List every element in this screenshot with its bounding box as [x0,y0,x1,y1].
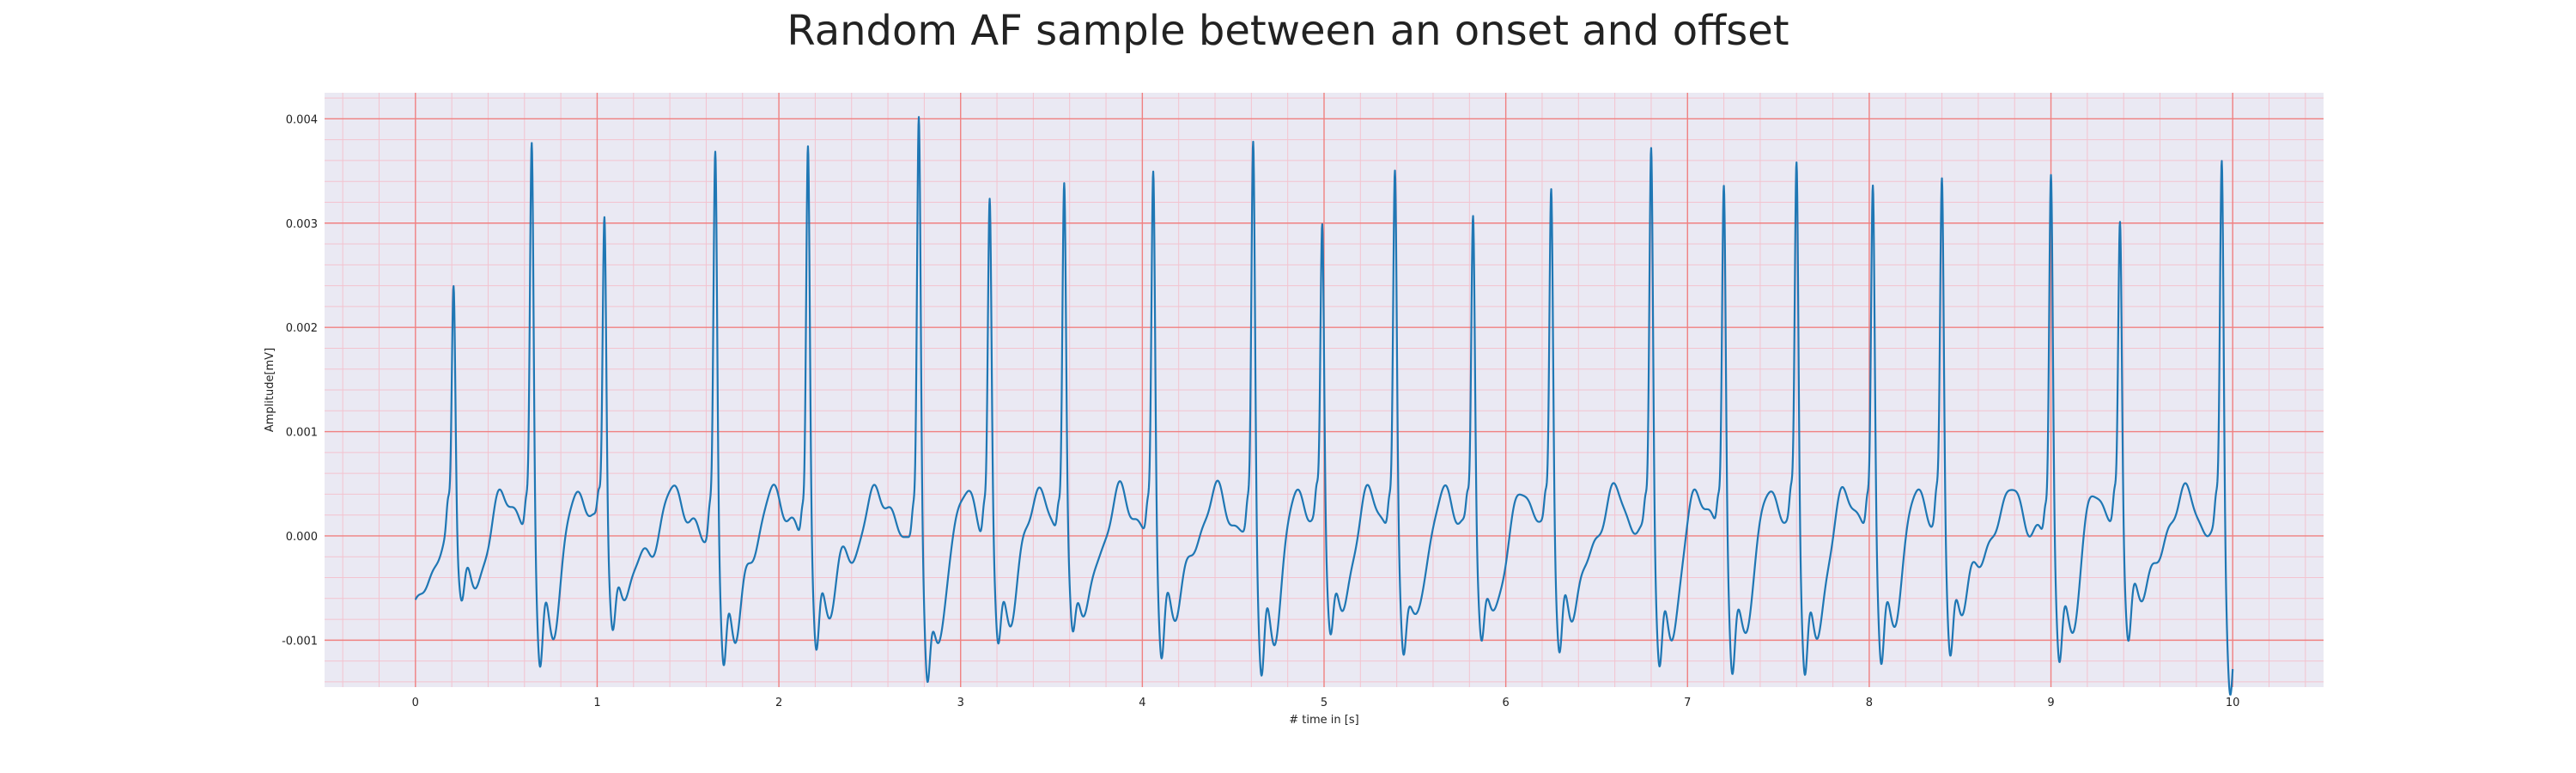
y-tick-label: 0.002 [286,322,318,335]
ecg-signal-line [414,116,2234,696]
x-tick-label: 10 [2226,697,2240,709]
x-tick-label: 1 [593,697,600,709]
x-tick-label: 0 [412,697,419,709]
x-tick-label: 3 [957,697,964,709]
chart-title: Random AF sample between an onset and of… [787,7,1789,55]
y-tick-label: 0.001 [286,427,318,440]
x-tick-label: 2 [775,697,782,709]
x-tick-label: 6 [1502,697,1509,709]
y-tick-label: -0.001 [282,635,318,648]
y-tick-label: 0.003 [286,218,318,231]
x-axis-label: # time in [s] [1289,714,1358,727]
y-axis-ticks: -0.001 0.000 0.001 0.002 0.003 0.004 [282,113,318,648]
x-tick-label: 5 [1321,697,1327,709]
x-axis-ticks: 0 1 2 3 4 5 6 7 8 9 10 [412,697,2240,709]
x-tick-label: 7 [1684,697,1691,709]
x-tick-label: 9 [2047,697,2054,709]
x-tick-label: 8 [1866,697,1873,709]
y-tick-label: 0.000 [286,531,318,544]
y-tick-label: 0.004 [286,113,318,126]
y-axis-label: Amplitude[mV] [264,348,276,432]
x-tick-label: 4 [1139,697,1145,709]
